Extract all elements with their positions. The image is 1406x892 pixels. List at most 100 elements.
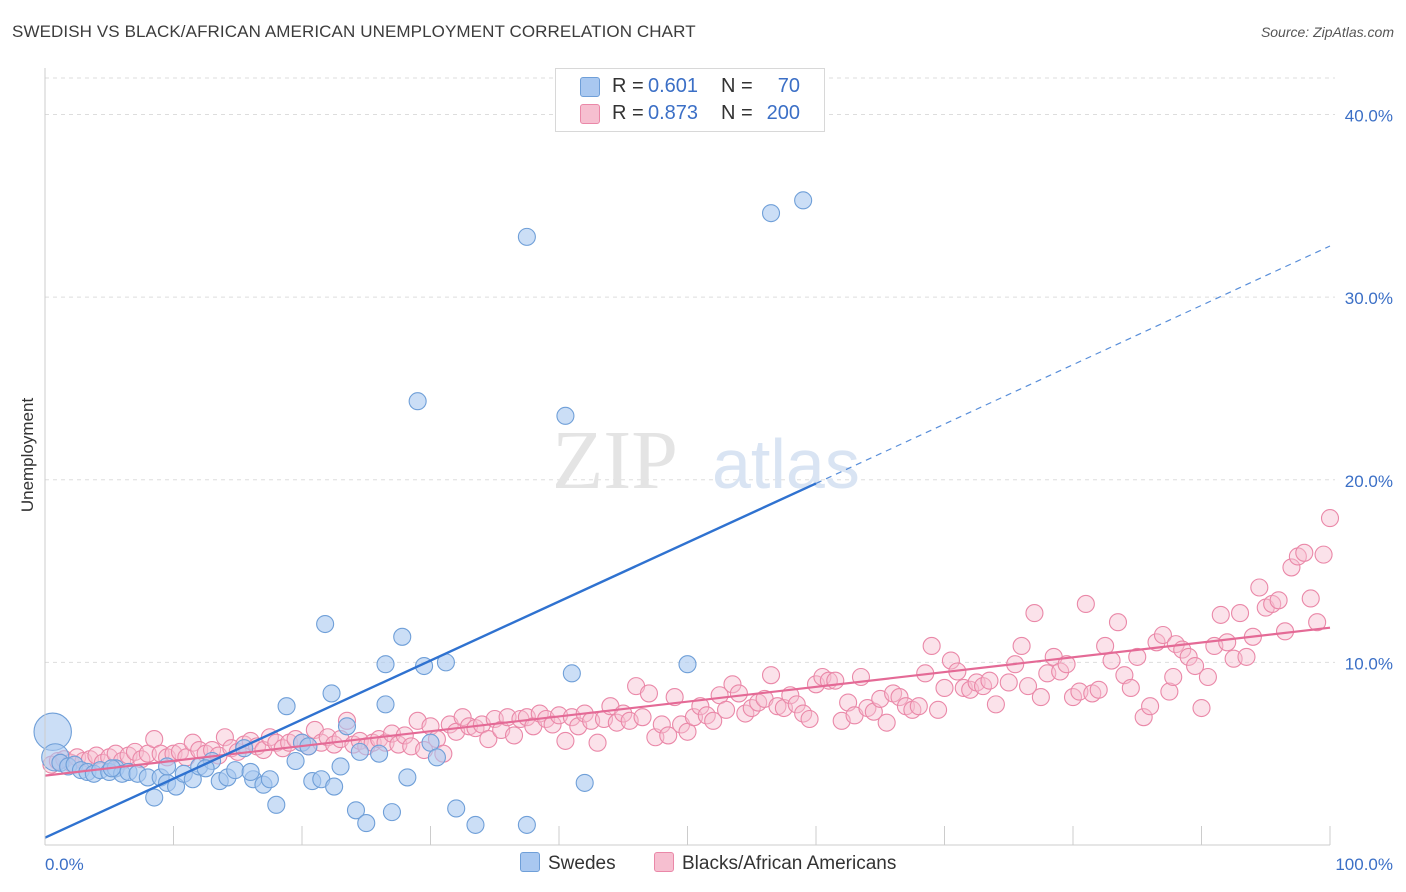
legend-swatch-swedes — [520, 852, 540, 872]
watermark-atlas: atlas — [712, 425, 860, 503]
black-point — [504, 726, 524, 745]
black-point — [826, 671, 845, 690]
swedes-point — [517, 815, 536, 834]
y-tick-label: 40.0% — [1345, 107, 1393, 126]
x-tick-label: 100.0% — [1335, 855, 1393, 874]
black-point — [1218, 633, 1237, 652]
black-point — [723, 675, 742, 694]
swedes-swatch — [580, 77, 600, 97]
black-point — [768, 697, 787, 716]
swedes-trend-extension — [815, 245, 1331, 484]
legend-item-swedes: Swedes — [520, 852, 616, 875]
y-tick-label: 30.0% — [1345, 289, 1393, 308]
swedes-point — [447, 799, 466, 818]
black-swatch — [580, 104, 600, 124]
legend-label-swedes: Swedes — [548, 853, 616, 874]
black-point — [1018, 677, 1038, 696]
black-point — [1186, 656, 1205, 676]
swedes-point — [226, 761, 245, 780]
x-tick-label: 0.0% — [45, 855, 84, 874]
black-point — [1308, 613, 1327, 632]
black-point — [556, 731, 575, 750]
black-point — [588, 733, 607, 752]
swedes-point — [357, 814, 376, 833]
legend-row-black: R = 0.873 N = 200 — [556, 102, 824, 126]
black-point — [877, 713, 896, 732]
black-point — [453, 708, 472, 727]
black-point — [1108, 613, 1128, 632]
black-point — [1012, 636, 1031, 655]
black-point — [1057, 655, 1076, 674]
black-point — [1153, 625, 1172, 645]
black-point — [659, 726, 678, 745]
black-point — [691, 697, 710, 716]
black-point — [1192, 698, 1211, 718]
black-point — [1301, 589, 1320, 608]
black-point — [1121, 678, 1140, 697]
y-axis-label: Unemployment — [18, 397, 37, 513]
black-point — [665, 688, 684, 707]
black-point — [1160, 682, 1179, 701]
black-point — [909, 697, 928, 716]
black-point — [935, 678, 954, 697]
trend-lines — [44, 245, 1331, 839]
watermark: ZIP atlas — [552, 414, 860, 507]
black-point — [1164, 667, 1183, 687]
swedes-point — [398, 768, 417, 787]
black-point — [941, 651, 960, 670]
black-point — [787, 695, 806, 714]
black-n-value: 200 — [766, 102, 800, 124]
black-point — [633, 708, 652, 727]
swedes-point — [556, 406, 575, 425]
black-point — [1051, 662, 1070, 681]
black-point — [890, 688, 909, 707]
swedes-point — [337, 717, 357, 736]
swedes-point — [376, 695, 395, 714]
swedes-series-points — [33, 191, 813, 834]
black-point — [1031, 688, 1050, 707]
swedes-point — [350, 742, 369, 761]
swedes-r-value: 0.601 — [648, 75, 699, 97]
swedes-point — [260, 770, 279, 789]
black-point — [1269, 591, 1288, 610]
swedes-point — [376, 655, 395, 674]
black-point — [1211, 605, 1230, 624]
black-r-value: 0.873 — [648, 102, 699, 124]
swedes-point — [575, 773, 594, 792]
black-point — [479, 730, 498, 749]
black-point — [1250, 578, 1269, 597]
swedes-point — [370, 744, 389, 763]
black-point — [1320, 509, 1340, 528]
legend-item-black: Blacks/African Americans — [654, 852, 896, 875]
black-point — [1237, 647, 1256, 666]
swedes-point — [408, 392, 427, 411]
y-tick-label: 10.0% — [1345, 654, 1393, 673]
swedes-point — [427, 748, 446, 767]
black-series-points — [42, 509, 1340, 774]
chart-title: SWEDISH VS BLACK/AFRICAN AMERICAN UNEMPL… — [12, 22, 696, 41]
grid-layer — [45, 77, 1335, 663]
black-point — [1089, 680, 1108, 699]
black-point — [1025, 604, 1044, 623]
correlation-legend: R = 0.601 N = 70 R = 0.873 N = 200 — [555, 68, 825, 132]
swedes-n-label: N = — [721, 75, 753, 97]
swedes-point — [277, 697, 296, 716]
watermark-zip: ZIP — [552, 414, 678, 507]
swedes-point — [382, 803, 402, 822]
swedes-point — [322, 684, 341, 703]
swedes-point — [286, 751, 305, 771]
black-point — [215, 728, 234, 747]
source-credit: Source: ZipAtlas.com — [1260, 24, 1394, 40]
swedes-point — [466, 815, 485, 834]
black-point — [1134, 708, 1153, 727]
legend-row-swedes: R = 0.601 N = 70 — [556, 75, 824, 99]
black-point — [704, 711, 723, 730]
black-point — [800, 709, 819, 729]
black-point — [986, 695, 1005, 714]
swedes-point — [145, 788, 164, 807]
swedes-trend-line — [44, 482, 817, 839]
black-point — [1076, 594, 1095, 613]
swedes-point — [267, 795, 286, 814]
swedes-point — [346, 801, 366, 820]
